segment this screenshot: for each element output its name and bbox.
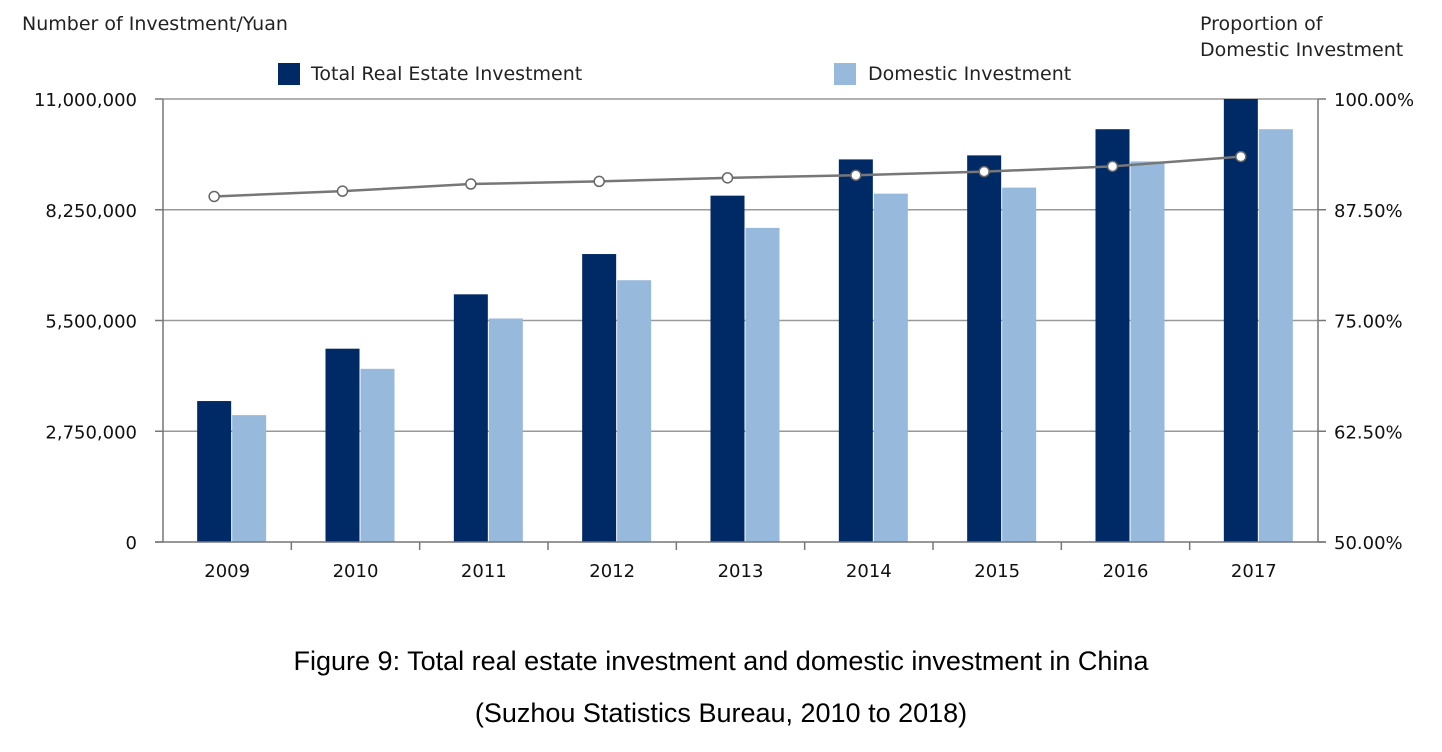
legend-label-total: Total Real Estate Investment <box>310 63 582 85</box>
bars <box>197 99 1293 543</box>
y2-tick-label: 100.00% <box>1334 90 1414 111</box>
x-tick-label: 2010 <box>333 561 379 582</box>
bar-domestic-2013 <box>745 227 780 542</box>
proportion-point-2010 <box>336 185 349 197</box>
bar-domestic-2012 <box>617 280 652 542</box>
proportion-point-2014 <box>850 169 862 181</box>
legend-swatch-total <box>278 63 300 85</box>
caption-line1: Figure 9: Total real estate investment a… <box>293 646 1149 676</box>
chart: Number of Investment/Yuan Proportion of … <box>22 13 1414 582</box>
y2-axis-title-line2: Domestic Investment <box>1200 39 1403 61</box>
legend-label-domestic: Domestic Investment <box>868 63 1071 85</box>
proportion-point-2011 <box>465 178 477 190</box>
x-tick-label: 2016 <box>1103 561 1149 582</box>
bar-total-2013 <box>710 195 745 542</box>
bar-total-2014 <box>838 159 873 542</box>
bar-domestic-2015 <box>1002 187 1037 542</box>
bar-total-2010 <box>325 348 360 542</box>
y-tick-label: 8,250,000 <box>45 201 137 222</box>
proportion-point-2012 <box>593 175 605 188</box>
y2-tick-label: 87.50% <box>1334 201 1403 222</box>
y2-axis-title-line1: Proportion of <box>1200 13 1324 35</box>
bar-domestic-2009 <box>232 415 267 542</box>
bar-total-2011 <box>453 294 488 542</box>
proportion-point-2013 <box>721 172 734 184</box>
proportion-point-2015 <box>978 165 990 178</box>
y2-tick-label: 75.00% <box>1334 312 1403 333</box>
x-tick-label: 2012 <box>589 561 635 582</box>
bar-domestic-2011 <box>488 318 523 542</box>
x-tick-label: 2009 <box>204 561 250 582</box>
bar-total-2016 <box>1095 129 1130 543</box>
y-tick-label: 2,750,000 <box>45 422 137 443</box>
proportion-line <box>208 150 1247 203</box>
x-tick-label: 2013 <box>718 561 764 582</box>
y-tick-label: 0 <box>126 533 137 554</box>
y2-tick-label: 50.00% <box>1334 533 1403 554</box>
bar-domestic-2014 <box>873 193 908 542</box>
bar-total-2015 <box>967 155 1002 542</box>
y-tick-label: 5,500,000 <box>45 312 137 333</box>
bar-total-2017 <box>1223 99 1258 542</box>
bar-domestic-2016 <box>1130 161 1165 542</box>
proportion-point-2016 <box>1106 160 1119 173</box>
bar-domestic-2017 <box>1258 129 1293 543</box>
y-axis-title: Number of Investment/Yuan <box>22 13 288 35</box>
proportion-point-2009 <box>208 190 220 203</box>
x-tick-label: 2014 <box>846 561 892 582</box>
caption-line2: (Suzhou Statistics Bureau, 2010 to 2018) <box>474 698 968 728</box>
proportion-point-2017 <box>1235 150 1247 163</box>
bar-domestic-2010 <box>360 368 395 542</box>
bar-total-2009 <box>197 401 232 542</box>
x-tick-label: 2011 <box>461 561 507 582</box>
bar-total-2012 <box>582 254 617 543</box>
x-tick-label: 2015 <box>974 561 1020 582</box>
y-tick-label: 11,000,000 <box>34 90 137 111</box>
legend-swatch-domestic <box>834 63 856 85</box>
x-tick-label: 2017 <box>1231 561 1277 582</box>
axes: 0 50.00% 2,750,000 62.50% 5,500,000 75.00% 8,2… <box>34 90 1414 582</box>
y2-tick-label: 62.50% <box>1334 422 1403 443</box>
